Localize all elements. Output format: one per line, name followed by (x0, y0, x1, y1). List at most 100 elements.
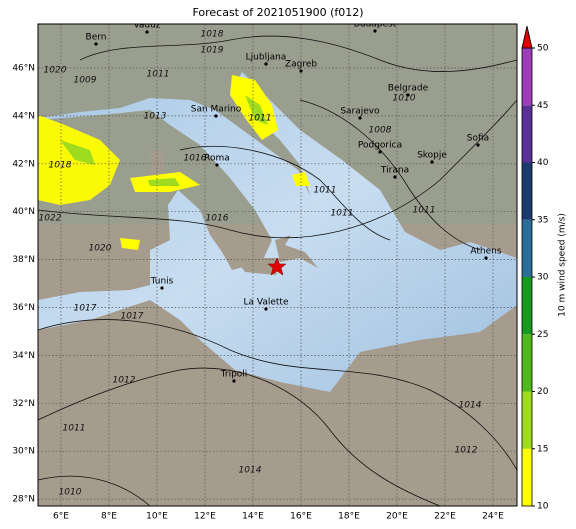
lon-label: 20°E (386, 512, 408, 522)
isobar-label: 1011 (63, 424, 86, 434)
city-dot (406, 93, 410, 97)
colorbar-tick-label: 50 (537, 44, 549, 54)
isobar (299, 99, 481, 251)
city-dot (476, 143, 480, 147)
isobar-label: 1020 (89, 244, 112, 254)
lat-label: 32°N (12, 399, 35, 409)
city-label: Sarajevo (340, 107, 380, 117)
lon-label: 8°E (101, 512, 117, 522)
isobar (79, 35, 517, 72)
lat-label: 42°N (12, 159, 35, 169)
colorbar-tick-label: 40 (537, 158, 549, 168)
lon-label: 18°E (338, 512, 360, 522)
isobar-label: 1011 (314, 186, 337, 196)
isobar (38, 475, 151, 506)
colorbar-tick-label: 30 (537, 273, 549, 283)
isobar-label: 1016 (206, 214, 229, 224)
city-dot (94, 42, 98, 46)
colorbar-segment (522, 391, 532, 449)
lon-label: 10°E (146, 512, 168, 522)
city-label: Athens (470, 247, 501, 257)
city-label: Belgrade (388, 84, 429, 94)
colorbar-extension (521, 25, 533, 49)
city-dot (215, 163, 219, 167)
city-dot (264, 62, 268, 66)
city-label: Skopje (417, 151, 447, 161)
isobar-label: 1017 (74, 304, 97, 314)
lon-label: 12°E (194, 512, 216, 522)
wind-patch (148, 178, 180, 186)
colorbar-tick-label: 15 (537, 444, 548, 454)
city-label: La Valette (244, 298, 289, 308)
city-label: Tirana (380, 166, 409, 176)
title: Forecast of 2021051900 (f012) (192, 6, 363, 19)
lon-label: 14°E (242, 512, 264, 522)
isobar-label: 1013 (144, 112, 167, 122)
lat-label: 38°N (12, 255, 35, 265)
city-dot (264, 307, 268, 311)
colorbar-segment (522, 105, 532, 163)
isobar-label: 1016 (184, 154, 207, 164)
colorbar-segment (522, 334, 532, 392)
lon-label: 16°E (290, 512, 312, 522)
city-dot (358, 116, 362, 120)
city-dot (373, 29, 377, 33)
city-dot (160, 286, 164, 290)
colorbar-tick-label: 10 (537, 502, 549, 512)
isobar-label: 1011 (249, 114, 272, 124)
city-label: Sofia (467, 134, 489, 144)
isobar-label: 1018 (49, 161, 72, 171)
city-dot (232, 379, 236, 383)
isobar-label: 1010 (59, 488, 82, 498)
isobar (179, 145, 391, 241)
isobar-label: 1010 (393, 94, 416, 104)
city-dot (214, 114, 218, 118)
marker-star (267, 257, 287, 276)
lat-label: 34°N (12, 351, 35, 361)
isobar-label: 1011 (331, 209, 354, 219)
isobar-label: 1008 (369, 126, 392, 136)
city-label: Zagreb (285, 60, 317, 70)
lat-label: 40°N (12, 207, 35, 217)
wind-patch (120, 238, 140, 250)
city-dot (299, 69, 303, 73)
colorbar-tick-label: 25 (537, 330, 548, 340)
colorbar-tick-label: 20 (537, 387, 549, 397)
isobar-label: 1022 (39, 214, 62, 224)
lat-label: 46°N (12, 64, 35, 74)
city-label: Roma (204, 154, 230, 164)
lat-label: 28°N (12, 495, 35, 505)
isobar-label: 1012 (113, 376, 136, 386)
wind-patch (60, 140, 95, 165)
lon-label: 6°E (53, 512, 69, 522)
colorbar-segment (522, 448, 532, 506)
isobar (38, 99, 517, 239)
colorbar-segment (522, 162, 532, 220)
isobars (38, 35, 517, 506)
isobar-label: 1017 (121, 312, 144, 322)
city-dot (484, 256, 488, 260)
isobar-label: 1014 (239, 466, 262, 476)
colorbar-tick-label: 45 (537, 101, 548, 111)
colorbar-tick-label: 35 (537, 215, 548, 225)
city-label: Budapest (354, 20, 397, 30)
city-dot (378, 150, 382, 154)
isobar-label: 1020 (44, 66, 67, 76)
map-frame (37, 23, 518, 507)
isobar-label: 1019 (201, 46, 224, 56)
city-label: San Marino (191, 105, 242, 115)
isobar-label: 1014 (459, 401, 482, 411)
isobar (38, 367, 441, 506)
map-area: 1018 1019 1020 1011 1013 1011 1009 1010 1008 1018… (38, 20, 517, 506)
colorbar-segment (522, 219, 532, 277)
city-label: Tripoli (220, 370, 248, 380)
colorbar-segment (522, 48, 532, 106)
city-label: Vaduz (133, 21, 160, 31)
isobar (38, 319, 517, 471)
city-label: Bern (86, 33, 107, 43)
city-label: Podgorica (358, 141, 402, 151)
lon-label: 24°E (482, 512, 504, 522)
isobar-label: 1018 (201, 30, 224, 40)
isobar-label: 1012 (455, 446, 478, 456)
